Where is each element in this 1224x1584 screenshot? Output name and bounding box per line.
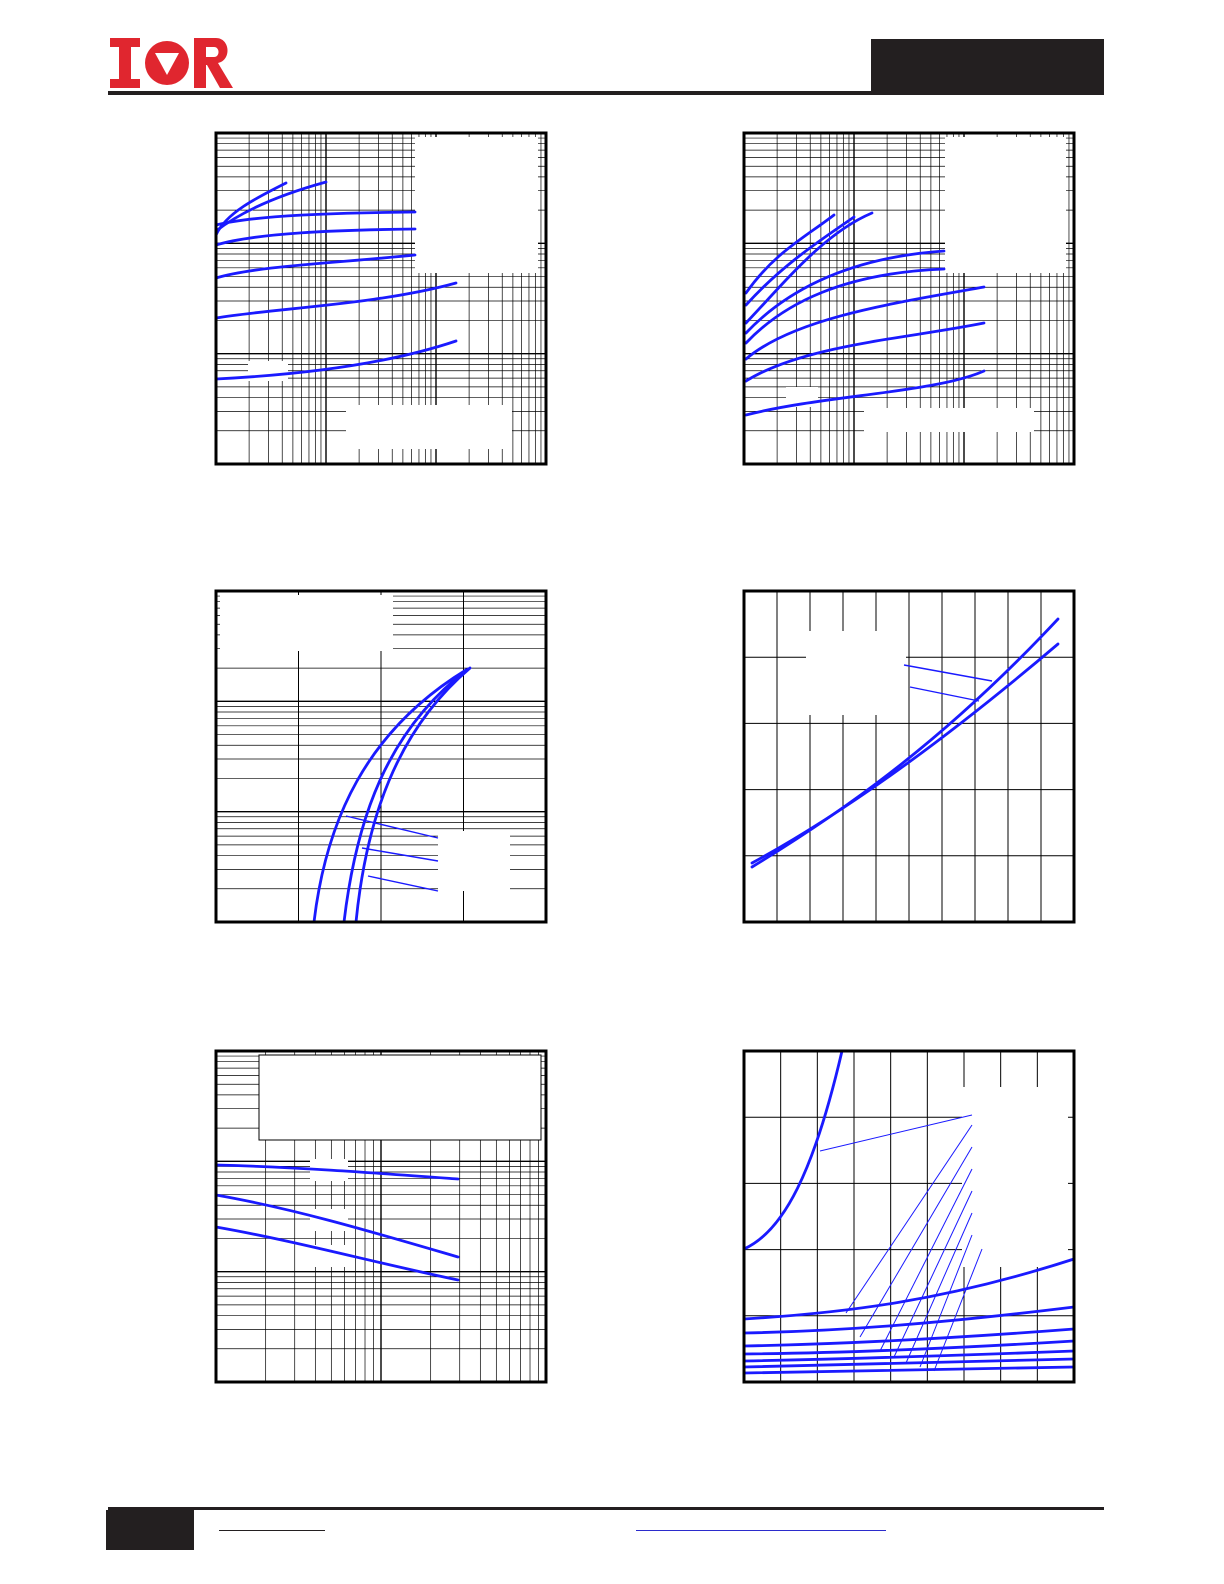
fig5-legend-box [258, 1054, 542, 1141]
fig1-legend-box [415, 137, 538, 273]
fig4-legend-box [806, 631, 906, 715]
fig1-curves [214, 180, 458, 381]
fig3-frame [214, 589, 548, 924]
fig2-curve-2 [744, 215, 856, 307]
fig6-curves [742, 1049, 1076, 1375]
fig2-curves [744, 211, 986, 417]
fig3-curve-3 [354, 666, 472, 924]
fig3-label-box [438, 831, 510, 891]
fig4-curves [750, 617, 1060, 869]
chart-fig4 [742, 589, 1076, 924]
fig6-curve-3 [742, 1305, 1076, 1335]
logo-letter-i [110, 38, 140, 88]
fig3-leaders [345, 815, 439, 892]
fig1-curve-4 [214, 227, 417, 247]
fig3-curves [312, 666, 472, 924]
fig6-curve-8 [742, 1365, 1076, 1375]
fig1-curve-3 [214, 210, 417, 227]
logo-letter-o [145, 41, 189, 85]
fig1-frame [214, 131, 548, 466]
fig3-curve-2 [342, 667, 470, 924]
fig1-curve-6 [214, 281, 458, 320]
fig2-frame [742, 131, 1076, 466]
chart-fig1 [214, 131, 548, 466]
fig2-condition-box [864, 408, 1034, 432]
footer-rule [108, 1507, 1104, 1510]
fig2-curve-8 [744, 369, 986, 417]
fig5-curves [214, 1163, 460, 1282]
fig4-leaders [903, 664, 993, 702]
fig2-curve-7 [744, 321, 986, 383]
fig5-curve-3 [214, 1225, 460, 1282]
fig6-curve-6 [742, 1349, 1076, 1363]
fig6-curve-1 [742, 1049, 844, 1251]
fig2-legend-box [945, 137, 1066, 273]
fig2-curve-3 [744, 211, 874, 325]
part-number-box [871, 39, 1104, 95]
fig6-leaders [819, 1114, 983, 1372]
doc-link[interactable] [636, 1530, 886, 1531]
fig3-legend-box [220, 595, 393, 651]
fig5-label-box-3 [310, 1245, 348, 1267]
fig6-curve-2 [742, 1257, 1076, 1321]
logo-letter-r [194, 38, 233, 88]
fig4-frame [742, 589, 1076, 924]
fig3-curve-1 [312, 668, 468, 924]
fig4-curve-1 [750, 617, 1060, 869]
fig6-frame [742, 1049, 1076, 1384]
fig6-curve-4 [742, 1327, 1076, 1348]
chart-fig6 [742, 1049, 1076, 1384]
fig6-curve-7 [742, 1357, 1076, 1369]
chart-fig2 [742, 131, 1076, 466]
fig2-curve-1 [744, 213, 836, 295]
fig6-legend-box [962, 1087, 1068, 1267]
fig1-condition-box [346, 405, 512, 449]
fig5-curve-2 [214, 1193, 460, 1259]
fig2-curve-4 [744, 249, 946, 335]
ior-logo [110, 38, 233, 88]
page-number-box [106, 1510, 194, 1550]
fig4-curve-2 [750, 642, 1060, 865]
fig5-frame [214, 1049, 548, 1384]
chart-fig5 [214, 1049, 548, 1384]
fig1-curve-7 [214, 339, 458, 381]
website-link[interactable] [219, 1530, 325, 1531]
fig5-curve-1 [214, 1163, 460, 1181]
header-rule [108, 91, 1104, 95]
chart-fig3 [214, 589, 548, 924]
fig2-curve-5 [744, 267, 946, 345]
fig2-curve-6 [744, 285, 986, 361]
fig1-curve-5 [214, 253, 417, 280]
